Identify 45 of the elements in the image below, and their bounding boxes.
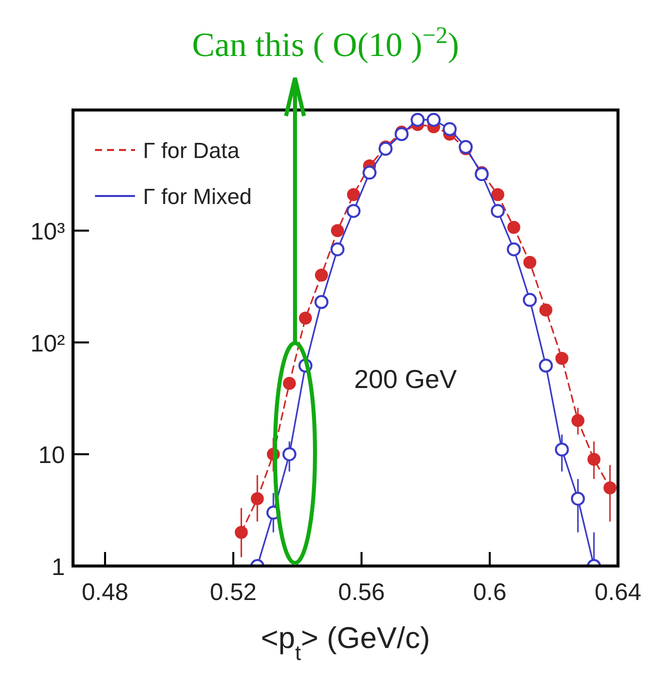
point bbox=[426, 112, 441, 127]
annotation: 200 GeV bbox=[354, 364, 458, 394]
point bbox=[250, 492, 264, 506]
point bbox=[442, 122, 457, 136]
point bbox=[330, 224, 344, 238]
point bbox=[506, 242, 521, 256]
point bbox=[539, 304, 552, 317]
point bbox=[298, 312, 312, 325]
x-tick-label: 0.48 bbox=[82, 579, 128, 606]
point bbox=[491, 188, 504, 202]
point bbox=[394, 127, 409, 142]
point bbox=[346, 204, 361, 218]
point bbox=[314, 268, 328, 282]
point bbox=[555, 352, 568, 365]
y-tick-label: 10 bbox=[38, 442, 65, 470]
x-axis-title: <p$_{t}$> (GeV/c) bbox=[260, 622, 430, 664]
point bbox=[587, 452, 600, 466]
point bbox=[538, 358, 553, 373]
chart-title: Can this ( O(10 )$^{−2}$) bbox=[192, 23, 460, 64]
y-tick-label: 10² bbox=[30, 330, 66, 358]
point bbox=[282, 447, 296, 462]
point bbox=[330, 242, 344, 256]
point bbox=[362, 166, 377, 180]
x-tick-label: 0.6 bbox=[473, 579, 506, 606]
x-tick-label: 0.64 bbox=[594, 579, 642, 606]
legend-label: Γ for Data bbox=[143, 138, 240, 163]
x-tick-label: 0.52 bbox=[210, 579, 257, 606]
point bbox=[234, 526, 248, 539]
point bbox=[378, 142, 393, 156]
point bbox=[490, 204, 505, 218]
point bbox=[507, 220, 520, 234]
legend-label: Γ for Mixed bbox=[143, 184, 252, 209]
point bbox=[570, 492, 585, 506]
y-tick-label: 1 bbox=[52, 554, 65, 581]
x-tick-label: 0.56 bbox=[338, 579, 385, 606]
point bbox=[571, 414, 584, 428]
point bbox=[410, 112, 425, 127]
point bbox=[314, 294, 328, 309]
point bbox=[603, 481, 616, 494]
point bbox=[522, 292, 537, 307]
y-tick-label: 10³ bbox=[30, 218, 66, 246]
point bbox=[523, 256, 536, 269]
point bbox=[554, 442, 569, 457]
point bbox=[347, 188, 360, 202]
point bbox=[282, 376, 296, 390]
